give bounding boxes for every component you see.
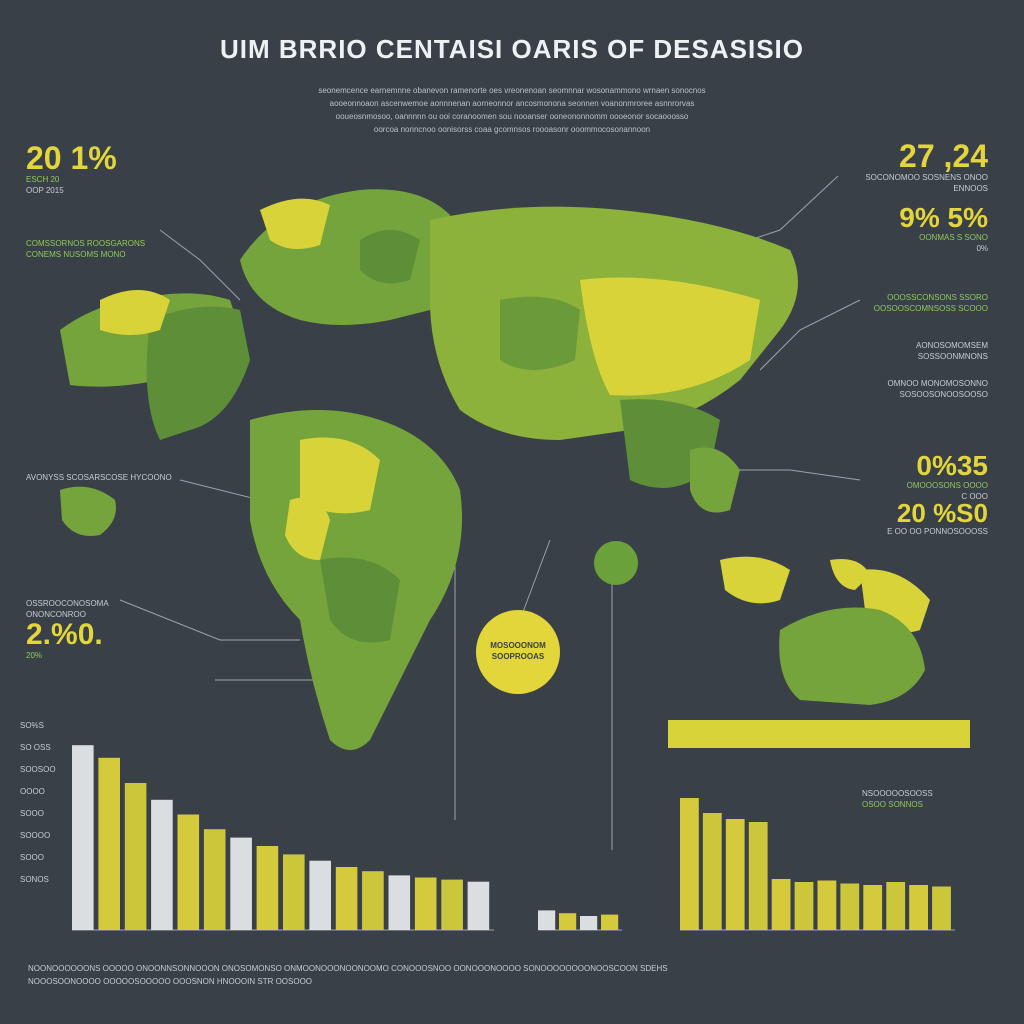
stat-caption: OONMAS S SONO — [919, 233, 988, 242]
stat-block-right-7: 20 %S0 E OO OO PONNOSOOOSS — [887, 500, 988, 537]
chart-bar — [886, 882, 906, 930]
stat-block-right-1: 27 ,24 SOCONOMOO SOSNENS ONOO ENNOOS — [865, 140, 988, 194]
stat-value: 20 1% — [26, 140, 117, 176]
stat-caption: OMOOOSONS OOOO — [906, 481, 988, 490]
stat-block-left-4: OSSROOCONOSOMA ONONCONROO 2.%0. 20% — [26, 598, 109, 661]
bubble-label: MOSOOONOM SOOPROOAS — [476, 640, 560, 662]
stat-block-left-1: 20 1% ESCH 20 OOP 2015 — [26, 142, 117, 196]
chart-bar — [388, 875, 411, 930]
chart-bar — [932, 886, 951, 930]
intro-line: ooueosnmosoo, oannnnn ou ooi coranoomen … — [335, 112, 689, 121]
axis-label: NSOOOOOSOOSS — [862, 789, 933, 798]
footer-line: NOONOOOOOONS OOOOO ONOONNSONNOOON ONOSOM… — [28, 964, 668, 973]
stat-value: 27 ,24 — [899, 138, 988, 174]
stat-block-right-6: 0%35 OMOOOSONS OOOO C OOO — [907, 452, 988, 502]
chart-bar — [580, 916, 598, 930]
chart-bar — [702, 813, 722, 930]
chart-bar — [840, 883, 860, 930]
footer-text: NOONOOOOOONS OOOOO ONOONNSONNOOON ONOSOM… — [28, 962, 968, 988]
bubble-line: SOOPROOAS — [491, 652, 545, 661]
chart-bar — [538, 910, 556, 930]
chart-bar — [151, 799, 173, 930]
chart-bar — [177, 814, 200, 930]
chart-bar — [203, 829, 226, 930]
stat-value: 20 %S0 — [896, 498, 988, 528]
stat-block-left-2: COMSSORNOS ROOSGARONS CONEMS NUSOMS MONO — [26, 238, 145, 260]
chart-bar — [909, 885, 928, 930]
chart-bar — [817, 880, 837, 930]
chart-bar — [680, 798, 699, 930]
stat-value: 0%35 — [916, 450, 988, 481]
axis-label: SOOSOO — [20, 765, 56, 774]
chart-bar — [72, 745, 94, 930]
stat-caption: C OOO — [961, 492, 988, 501]
chart-bar — [309, 860, 331, 930]
stat-caption: OOP 2015 — [26, 186, 64, 195]
axis-label: OSOO SONNOS — [862, 800, 923, 809]
stat-block-right-5: OMNOO MONOMOSONNO SOSOOSONOOSOOSO — [888, 378, 988, 400]
stat-value: 2.%0. — [26, 618, 103, 651]
stat-caption: 0% — [976, 244, 988, 253]
stat-caption: OSSROOCONOSOMA — [26, 599, 109, 608]
stat-caption: SOCONOMOO SOSNENS ONOO — [865, 173, 988, 182]
chart-bar — [283, 854, 305, 930]
axis-label: SOOO — [20, 809, 45, 818]
chart-bar — [863, 885, 883, 930]
chart-bar — [256, 846, 279, 930]
chart-bar — [335, 867, 358, 930]
chart-bar — [362, 871, 384, 930]
axis-label: SOOOO — [20, 831, 51, 840]
chart-bar — [441, 879, 463, 930]
chart-bar — [467, 881, 490, 930]
stat-block-right-3: OOOSSCONSONS SSORO OOSOOSCOMNSOSS SCOOO — [874, 292, 988, 314]
intro-line: seonemcence earnemnne obanevon ramenorte… — [318, 86, 706, 95]
axis-label: SOOO — [20, 853, 45, 862]
stat-block-left-3: AVONYSS SCOSARSCOSE HYCOONO — [26, 472, 172, 483]
stat-caption: OMNOO MONOMOSONNO — [887, 379, 988, 388]
stat-block-right-2: 9% 5% OONMAS S SONO 0% — [899, 204, 988, 254]
stat-caption: ENNOOS — [953, 184, 988, 193]
stat-caption: SOSSOONMNONS — [917, 352, 988, 361]
stat-value: 9% 5% — [899, 202, 988, 233]
chart-left-labels: SO%S SO OSS SOOSOO OOOO SOOO SOOOO SOOO … — [20, 720, 56, 896]
connector-lines — [119, 175, 861, 850]
stat-caption: 20% — [26, 651, 43, 660]
stat-caption: AONOSOMOMSEM — [915, 341, 988, 350]
stat-block-right-4: AONOSOMOMSEM SOSSOONMNONS — [916, 340, 988, 362]
axis-label: SO OSS — [20, 743, 51, 752]
intro-line: aooeonnoaon ascenwemoe aonnnenan aorneon… — [329, 99, 695, 108]
stat-caption: COMSSORNOS ROOSGARONS — [26, 239, 146, 248]
stat-caption: SOSOOSONOOSOOSO — [899, 390, 988, 399]
stat-caption: AVONYSS SCOSARSCOSE HYCOONO — [26, 473, 172, 482]
axis-label: SONOS — [20, 875, 49, 884]
stat-caption: E OO OO PONNOSOOOSS — [887, 527, 988, 536]
footer-line: NOOOSOONOOOO OOOOOSOOOOO OOOSNON HNOOOIN… — [28, 977, 313, 986]
intro-line: oorcoa nonncnoo oonisorss coaa gcomnsos … — [373, 125, 651, 134]
chart-bar — [124, 783, 147, 930]
intro-text: seonemcence earnemnne obanevon ramenorte… — [160, 84, 864, 136]
stat-caption: OOSOOSCOMNSOSS SCOOO — [873, 304, 988, 313]
stat-caption: CONEMS NUSOMS MONO — [26, 250, 126, 259]
chart-right-labels: NSOOOOOSOOSS OSOO SONNOS — [862, 788, 933, 810]
chart-bar — [725, 819, 745, 930]
stat-caption: ESCH 20 — [26, 175, 60, 184]
chart-bar — [748, 822, 768, 930]
stat-caption: OOOSSCONSONS SSORO — [887, 293, 988, 302]
chart-bar — [794, 882, 814, 930]
axis-label: SO%S — [20, 721, 45, 730]
chart-bar — [98, 757, 120, 930]
stat-caption: ONONCONROO — [26, 610, 86, 619]
chart-bar — [771, 879, 791, 930]
page-title: UIM BRRIO CENTAISI OARIS OF DESASISIO — [219, 34, 804, 64]
chart-bar — [414, 877, 437, 930]
chart-bar — [230, 837, 252, 930]
chart-bar — [559, 913, 577, 930]
axis-label: OOOO — [20, 787, 45, 796]
bubble-line: MOSOOONOM — [490, 641, 546, 650]
chart-bar — [601, 914, 619, 930]
